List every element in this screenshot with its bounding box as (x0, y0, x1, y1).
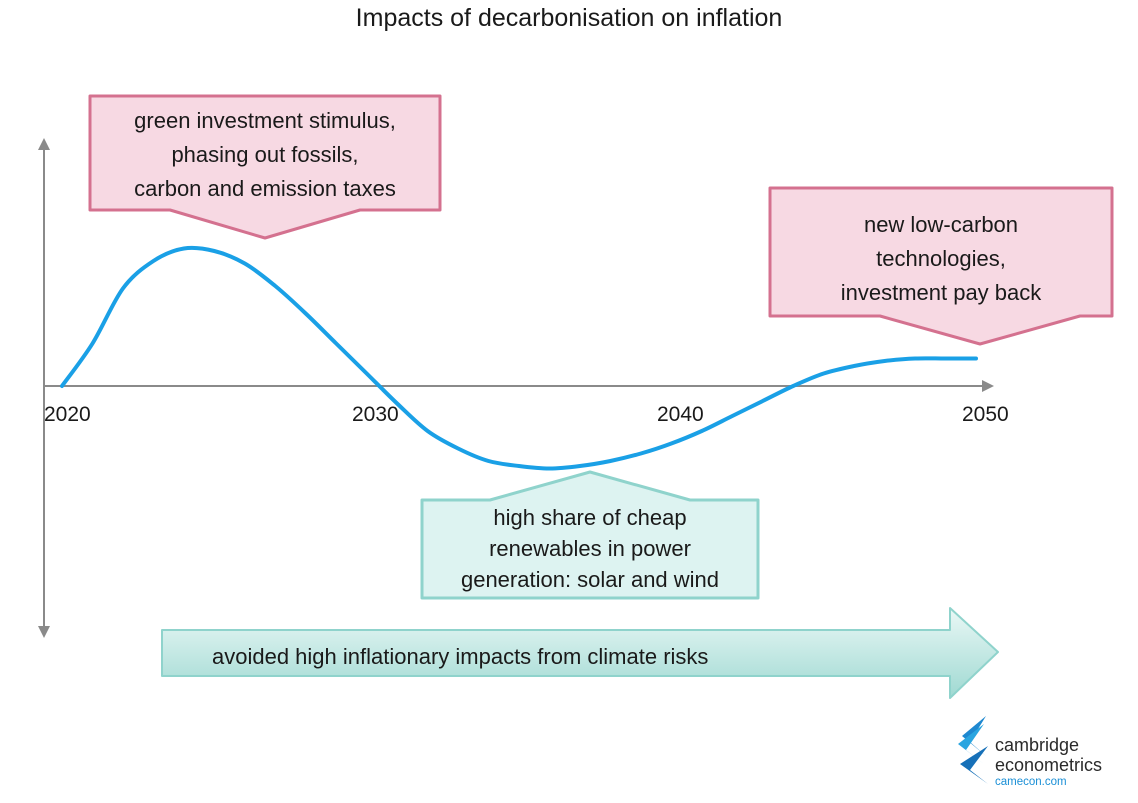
callout-line: generation: solar and wind (460, 567, 720, 592)
climate-risk-arrow (161, 607, 999, 699)
page-title: Impacts of decarbonisation on inflation (355, 4, 783, 32)
callout-line: new low-carbon (863, 212, 1019, 237)
callout-text-renewables: high share of cheap renewables in power … (422, 502, 758, 595)
callout-text-payback: new low-carbon technologies, investment … (770, 208, 1112, 310)
callout-line: technologies, (876, 246, 1006, 271)
callout-line: renewables in power (489, 536, 691, 561)
callout-text-stimulus: green investment stimulus, phasing out f… (90, 104, 440, 206)
logo-text: cambridge econometrics camecon.com (995, 735, 1102, 789)
logo-line-2: econometrics (995, 755, 1103, 775)
callout-line: green investment stimulus, (134, 108, 396, 133)
logo-line-1: cambridge (995, 735, 1080, 755)
x-tick-label-2050: 2050 (962, 403, 1009, 426)
callout-box-renewables (420, 470, 760, 600)
callout-box-stimulus (88, 94, 442, 240)
inflation-curve (60, 245, 978, 471)
callout-box-payback (768, 186, 1114, 346)
y-axis-arrow-down (38, 626, 50, 638)
callout-line: investment pay back (840, 280, 1042, 305)
callout-line: phasing out fossils, (171, 142, 359, 167)
x-tick-label-2020: 2020 (44, 403, 91, 426)
y-axis-arrow-up (38, 138, 50, 150)
callout-line: high share of cheap (493, 505, 687, 530)
x-tick-label-2040: 2040 (657, 403, 704, 426)
arrow-label: avoided high inflationary impacts from c… (212, 644, 709, 669)
x-axis-arrow (982, 380, 994, 392)
logo-url: camecon.com (995, 776, 1067, 788)
callout-line: carbon and emission taxes (134, 176, 396, 201)
cambridge-econometrics-logo-icon (958, 716, 988, 784)
x-tick-label-2030: 2030 (352, 403, 399, 426)
